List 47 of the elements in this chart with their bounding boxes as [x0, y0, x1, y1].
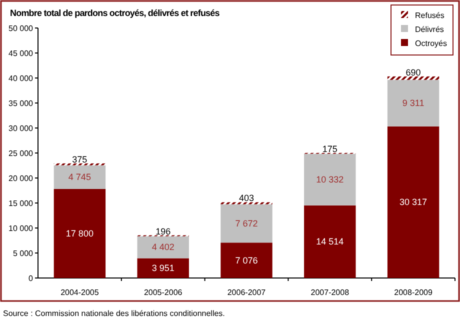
chart-title: Nombre total de pardons octroyés, délivrés et refusés: [10, 8, 220, 18]
bar: [220, 242, 272, 278]
y-tick-label: 25 000: [8, 149, 34, 158]
data-label: 403: [238, 193, 254, 204]
x-tick-label: 2008-2009: [394, 288, 433, 297]
y-tick-label: 10 000: [8, 224, 34, 233]
legend-label: Refusés: [415, 11, 444, 20]
data-label: 7 076: [235, 255, 258, 266]
y-tick-label: 35 000: [8, 99, 34, 108]
data-label: 7 672: [235, 218, 258, 228]
bar: [387, 76, 440, 80]
y-tick-label: 45 000: [8, 49, 34, 58]
x-tick-label: 2004-2005: [60, 288, 100, 297]
data-label: 690: [406, 67, 421, 78]
source-note: Source : Commission nationale des libérations conditionnelles.: [3, 309, 225, 318]
bar: [220, 204, 272, 243]
bar: [304, 154, 356, 206]
y-tick-label: 40 000: [8, 74, 34, 83]
x-tick-label: 2007-2008: [310, 288, 350, 297]
data-label: 30 317: [400, 197, 428, 208]
bar: [387, 126, 440, 278]
bar: [137, 258, 189, 278]
legend-label: Octroyés: [415, 39, 448, 48]
x-tick-label: 2005-2006: [144, 288, 183, 297]
data-label: 4 745: [68, 172, 91, 182]
data-label: 175: [322, 144, 338, 154]
y-tick-label: 20 000: [8, 174, 34, 183]
bar: [137, 236, 189, 258]
bar: [387, 80, 440, 126]
bar: [54, 165, 106, 189]
y-tick-label: 0: [28, 274, 34, 283]
data-label: 9 311: [402, 98, 424, 108]
data-label: 17 800: [66, 228, 94, 238]
data-label: 196: [156, 226, 171, 236]
data-label: 3 951: [152, 263, 174, 274]
bar: [54, 189, 106, 278]
y-tick-label: 30 000: [8, 124, 34, 133]
x-tick-label: 2006-2007: [227, 288, 266, 297]
y-tick-label: 15 000: [8, 199, 34, 208]
legend-label: Délivrés: [415, 25, 444, 34]
data-label: 10 332: [316, 174, 344, 185]
bar: [304, 205, 356, 278]
y-tick-label: 5 000: [12, 249, 34, 258]
data-label: 14 514: [316, 236, 344, 247]
data-label: 375: [72, 154, 88, 164]
data-label: 4 402: [152, 242, 174, 252]
y-tick-label: 50 000: [8, 24, 34, 33]
